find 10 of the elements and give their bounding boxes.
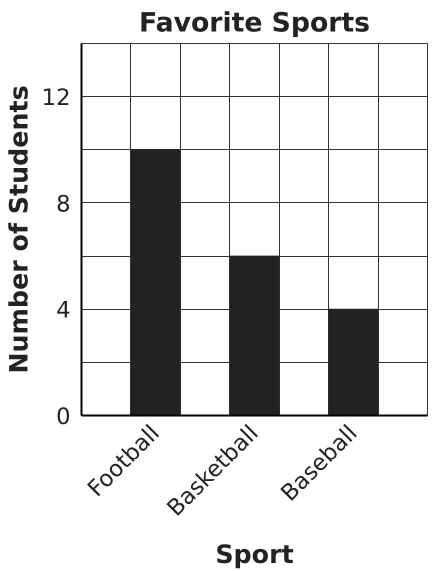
y-tick-label: 8	[56, 191, 71, 218]
y-tick-label: 4	[56, 298, 71, 324]
chart-title: Favorite Sports	[138, 8, 370, 38]
y-tick-label: 0	[56, 404, 71, 430]
y-tick-label: 12	[42, 85, 71, 112]
bar	[130, 149, 180, 416]
x-axis-title: Sport	[215, 538, 294, 569]
y-axis-title: Number of Students	[4, 85, 34, 374]
bar	[230, 256, 280, 416]
bar	[328, 308, 378, 416]
